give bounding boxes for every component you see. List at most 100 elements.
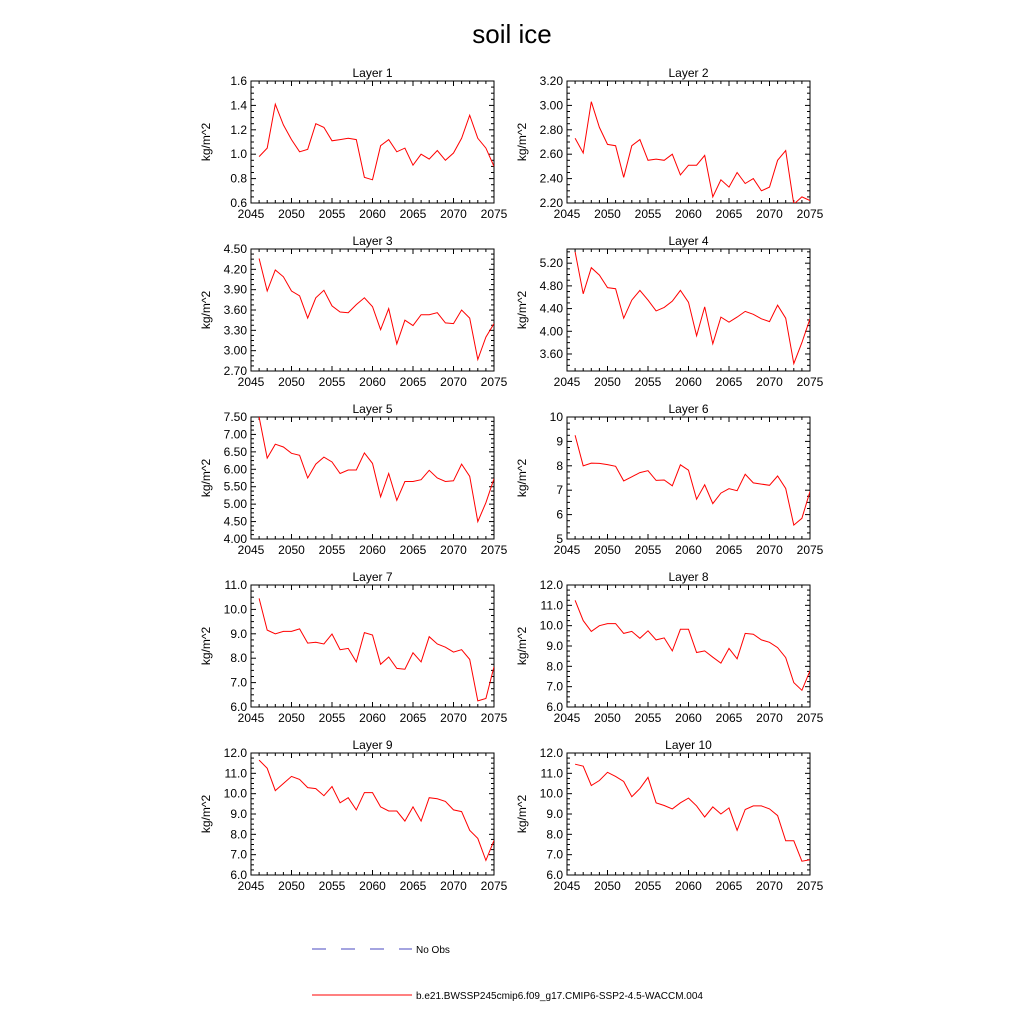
y-tick-label: 0.8 — [230, 172, 247, 186]
y-tick-label: 6.0 — [546, 868, 563, 882]
panel-title: Layer 7 — [352, 570, 392, 584]
y-tick-label: 1.0 — [230, 147, 247, 161]
y-tick-label: 10.0 — [540, 619, 564, 633]
series-line-model — [258, 759, 494, 862]
y-tick-label: 1.6 — [230, 74, 247, 88]
y-axis-label: kg/m^2 — [199, 627, 213, 666]
x-tick-label: 2045 — [554, 543, 581, 557]
x-tick-label: 2060 — [359, 543, 386, 557]
x-tick-label: 2045 — [238, 879, 265, 893]
x-tick-label: 2060 — [675, 543, 702, 557]
x-tick-label: 2050 — [278, 879, 305, 893]
x-tick-label: 2065 — [716, 711, 743, 725]
series-line-model — [574, 101, 810, 203]
x-tick-label: 2045 — [554, 711, 581, 725]
panel-title: Layer 2 — [668, 66, 708, 80]
y-tick-label: 7.00 — [224, 427, 248, 441]
y-tick-label: 3.30 — [224, 323, 248, 337]
y-tick-label: 3.60 — [540, 347, 564, 361]
plot-frame — [566, 584, 811, 708]
y-tick-label: 5.20 — [540, 256, 564, 270]
y-tick-label: 1.2 — [230, 123, 247, 137]
y-tick-label: 9.0 — [546, 639, 563, 653]
x-tick-label: 2055 — [635, 543, 662, 557]
x-tick-label: 2050 — [594, 879, 621, 893]
y-axis-label: kg/m^2 — [199, 459, 213, 498]
panel-grid: Layer 1 kg/m^2 2045 2050 2055 2060 2065 2070 207… — [199, 66, 824, 893]
x-tick-label: 2075 — [481, 711, 508, 725]
y-axis-label: kg/m^2 — [199, 123, 213, 162]
legend-no-obs-label: No Obs — [416, 945, 450, 956]
panel-layer-1: Layer 1 kg/m^2 2045 2050 2055 2060 2065 2070 207… — [199, 66, 508, 221]
plot-frame — [566, 80, 811, 204]
x-tick-label: 2055 — [319, 543, 346, 557]
y-tick-label: 8.0 — [230, 827, 247, 841]
y-tick-label: 5.00 — [224, 497, 248, 511]
x-tick-label: 2075 — [797, 711, 824, 725]
y-axis-label: kg/m^2 — [515, 795, 529, 834]
y-tick-label: 3.00 — [224, 344, 248, 358]
panel-title: Layer 3 — [352, 234, 392, 248]
y-tick-label: 5.50 — [224, 480, 248, 494]
y-tick-label: 3.20 — [540, 74, 564, 88]
x-tick-label: 2050 — [594, 375, 621, 389]
y-tick-label: 12.0 — [540, 578, 564, 592]
panel-layer-10: Layer 10 kg/m^2 2045 2050 2055 2060 2065 2070 20… — [515, 738, 824, 893]
y-tick-label: 9 — [556, 434, 563, 448]
y-tick-label: 2.70 — [224, 364, 248, 378]
x-tick-label: 2065 — [716, 375, 743, 389]
panel-layer-3: Layer 3 kg/m^2 2045 2050 2055 2060 2065 2070 207… — [199, 234, 508, 389]
y-axis-label: kg/m^2 — [199, 795, 213, 834]
y-tick-label: 11.0 — [541, 766, 564, 780]
panel-title: Layer 5 — [352, 402, 392, 416]
y-tick-label: 4.20 — [224, 262, 248, 276]
y-tick-label: 4.50 — [224, 515, 248, 529]
series-line-model — [574, 763, 810, 862]
x-tick-label: 2065 — [400, 879, 427, 893]
x-tick-label: 2055 — [319, 207, 346, 221]
x-tick-label: 2075 — [797, 543, 824, 557]
x-tick-label: 2070 — [756, 207, 783, 221]
x-tick-label: 2060 — [675, 207, 702, 221]
y-tick-label: 12.0 — [224, 746, 248, 760]
x-tick-label: 2075 — [797, 207, 824, 221]
x-tick-label: 2070 — [756, 879, 783, 893]
x-tick-label: 2045 — [554, 879, 581, 893]
x-tick-label: 2050 — [278, 543, 305, 557]
x-tick-label: 2075 — [481, 879, 508, 893]
y-tick-label: 6.50 — [224, 445, 248, 459]
y-tick-label: 10.0 — [540, 787, 564, 801]
x-tick-label: 2065 — [400, 207, 427, 221]
x-tick-label: 2065 — [716, 543, 743, 557]
x-tick-label: 2075 — [797, 375, 824, 389]
y-tick-label: 8.0 — [546, 659, 563, 673]
series-line-model — [574, 600, 810, 692]
y-axis-label: kg/m^2 — [515, 291, 529, 330]
y-tick-label: 3.60 — [224, 303, 248, 317]
x-tick-label: 2055 — [635, 375, 662, 389]
series-line-model — [574, 435, 810, 527]
y-tick-label: 5 — [556, 532, 563, 546]
panel-title: Layer 8 — [668, 570, 708, 584]
y-tick-label: 8.0 — [546, 827, 563, 841]
series-line-model — [574, 251, 810, 366]
y-tick-label: 6.0 — [546, 700, 563, 714]
y-tick-label: 8.0 — [230, 651, 247, 665]
y-tick-label: 11.0 — [225, 578, 248, 592]
y-tick-label: 10.0 — [224, 602, 248, 616]
x-tick-label: 2065 — [400, 711, 427, 725]
y-axis-label: kg/m^2 — [199, 291, 213, 330]
figure-title: soil ice — [472, 19, 551, 49]
plot-frame — [250, 584, 495, 708]
panel-layer-9: Layer 9 kg/m^2 2045 2050 2055 2060 2065 2070 207… — [199, 738, 508, 893]
plot-frame — [250, 248, 495, 372]
y-tick-label: 6.0 — [230, 700, 247, 714]
panel-title: Layer 1 — [352, 66, 392, 80]
x-tick-label: 2050 — [278, 711, 305, 725]
panel-layer-7: Layer 7 kg/m^2 2045 2050 2055 2060 2065 2070 207… — [199, 570, 508, 725]
plot-frame — [250, 80, 495, 204]
x-tick-label: 2045 — [238, 543, 265, 557]
x-tick-label: 2060 — [675, 711, 702, 725]
y-tick-label: 7.0 — [546, 680, 563, 694]
